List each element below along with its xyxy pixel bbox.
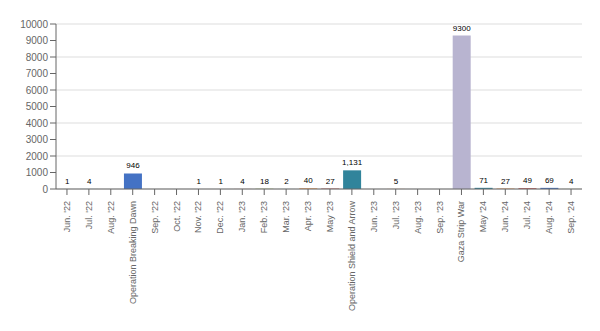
svg-text:May '23: May '23 xyxy=(325,201,335,232)
svg-text:Mar. '23: Mar. '23 xyxy=(281,201,291,233)
svg-text:4: 4 xyxy=(240,177,245,186)
svg-text:40: 40 xyxy=(304,176,313,185)
svg-text:Jun. '22: Jun. '22 xyxy=(62,201,72,232)
svg-text:0: 0 xyxy=(42,184,48,195)
svg-text:Jul. '24: Jul. '24 xyxy=(522,201,532,229)
svg-text:27: 27 xyxy=(501,177,510,186)
svg-text:Operation Shield and Arrow: Operation Shield and Arrow xyxy=(347,201,357,312)
svg-text:1: 1 xyxy=(65,177,70,186)
svg-text:Nov. '22: Nov. '22 xyxy=(193,201,203,233)
svg-text:4: 4 xyxy=(87,177,92,186)
svg-text:Sep. '22: Sep. '22 xyxy=(150,201,160,234)
svg-text:27: 27 xyxy=(326,177,335,186)
svg-text:3000: 3000 xyxy=(26,134,49,145)
svg-text:May '24: May '24 xyxy=(478,201,488,232)
svg-text:6000: 6000 xyxy=(26,85,49,96)
svg-text:Jun. '23: Jun. '23 xyxy=(369,201,379,232)
svg-text:7000: 7000 xyxy=(26,68,49,79)
svg-text:69: 69 xyxy=(545,176,554,185)
svg-text:Dec. '22: Dec. '22 xyxy=(215,201,225,234)
svg-text:Aug. '23: Aug. '23 xyxy=(413,201,423,234)
svg-text:1000: 1000 xyxy=(26,167,49,178)
svg-text:Aug. '22: Aug. '22 xyxy=(106,201,116,234)
svg-text:Aug. '24: Aug. '24 xyxy=(544,201,554,234)
svg-text:49: 49 xyxy=(523,176,532,185)
svg-text:Jul. '22: Jul. '22 xyxy=(84,201,94,229)
svg-text:Jul. '23: Jul. '23 xyxy=(391,201,401,229)
svg-text:9300: 9300 xyxy=(453,24,471,33)
svg-text:1: 1 xyxy=(218,177,223,186)
svg-text:Gaza Strip War: Gaza Strip War xyxy=(456,201,466,262)
svg-text:2: 2 xyxy=(284,177,289,186)
svg-text:9000: 9000 xyxy=(26,35,49,46)
svg-text:Sep. '23: Sep. '23 xyxy=(435,201,445,234)
svg-text:Operation Breaking Dawn: Operation Breaking Dawn xyxy=(128,201,138,304)
svg-text:946: 946 xyxy=(126,161,140,170)
svg-text:18: 18 xyxy=(260,177,269,186)
svg-text:Feb. '23: Feb. '23 xyxy=(259,201,269,233)
svg-text:5: 5 xyxy=(394,177,399,186)
svg-text:1,131: 1,131 xyxy=(342,158,363,167)
svg-text:Sep. '24: Sep. '24 xyxy=(566,201,576,234)
svg-text:10000: 10000 xyxy=(20,19,48,30)
svg-text:5000: 5000 xyxy=(26,101,49,112)
svg-text:71: 71 xyxy=(479,176,488,185)
svg-text:2000: 2000 xyxy=(26,151,49,162)
svg-text:4: 4 xyxy=(569,177,574,186)
svg-text:Apr. '23: Apr. '23 xyxy=(303,201,313,231)
svg-text:1: 1 xyxy=(196,177,201,186)
svg-text:Jun. '24: Jun. '24 xyxy=(500,201,510,232)
svg-text:4000: 4000 xyxy=(26,118,49,129)
svg-text:8000: 8000 xyxy=(26,52,49,63)
svg-text:Oct. '22: Oct. '22 xyxy=(172,201,182,232)
svg-text:Jan. '23: Jan. '23 xyxy=(237,201,247,232)
